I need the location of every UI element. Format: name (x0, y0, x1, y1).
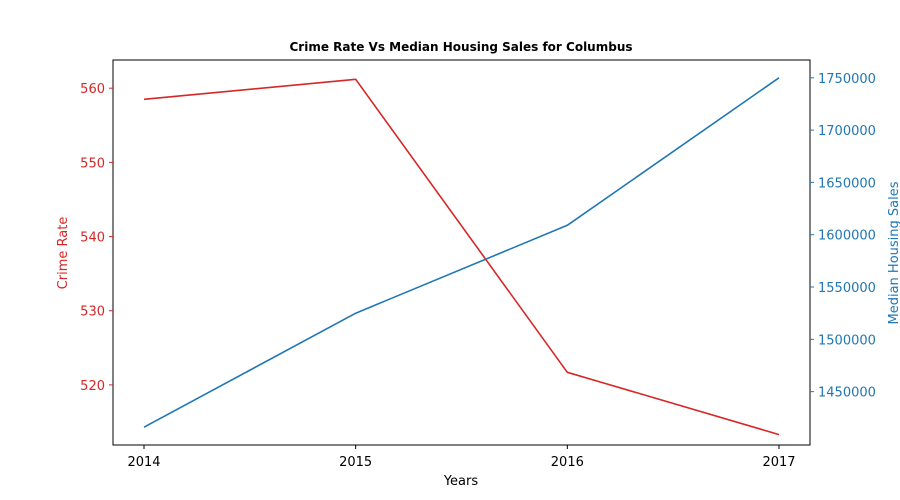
x-tick-label: 2014 (127, 455, 160, 470)
y-right-tick-label: 1700000 (818, 124, 876, 139)
y-left-tick-label: 550 (80, 156, 105, 171)
y-right-tick-label: 1550000 (818, 281, 876, 296)
plot-frame (112, 59, 811, 446)
series-line-crime-rate (143, 78, 780, 436)
y-right-tick-label: 1450000 (818, 386, 876, 401)
x-tick-label: 2016 (551, 455, 584, 470)
y-right-tick-label: 1750000 (818, 72, 876, 87)
chart-title: Crime Rate Vs Median Housing Sales for C… (289, 40, 632, 54)
series-line-median-housing-sales (143, 77, 780, 428)
x-tick-label: 2017 (762, 455, 795, 470)
y-right-tick-label: 1500000 (818, 333, 876, 348)
y-axis-left-label: Crime Rate (56, 217, 71, 290)
x-tick-label: 2015 (339, 455, 372, 470)
y-right-tick-label: 1650000 (818, 176, 876, 191)
y-left-tick-label: 540 (80, 231, 105, 246)
y-right-tick-label: 1600000 (818, 229, 876, 244)
y-axis-right-label: Median Housing Sales (887, 181, 900, 324)
y-left-tick-label: 560 (80, 82, 105, 97)
x-axis-label: Years (443, 474, 479, 489)
y-left-tick-label: 520 (80, 379, 105, 394)
y-left-tick-label: 530 (80, 305, 105, 320)
